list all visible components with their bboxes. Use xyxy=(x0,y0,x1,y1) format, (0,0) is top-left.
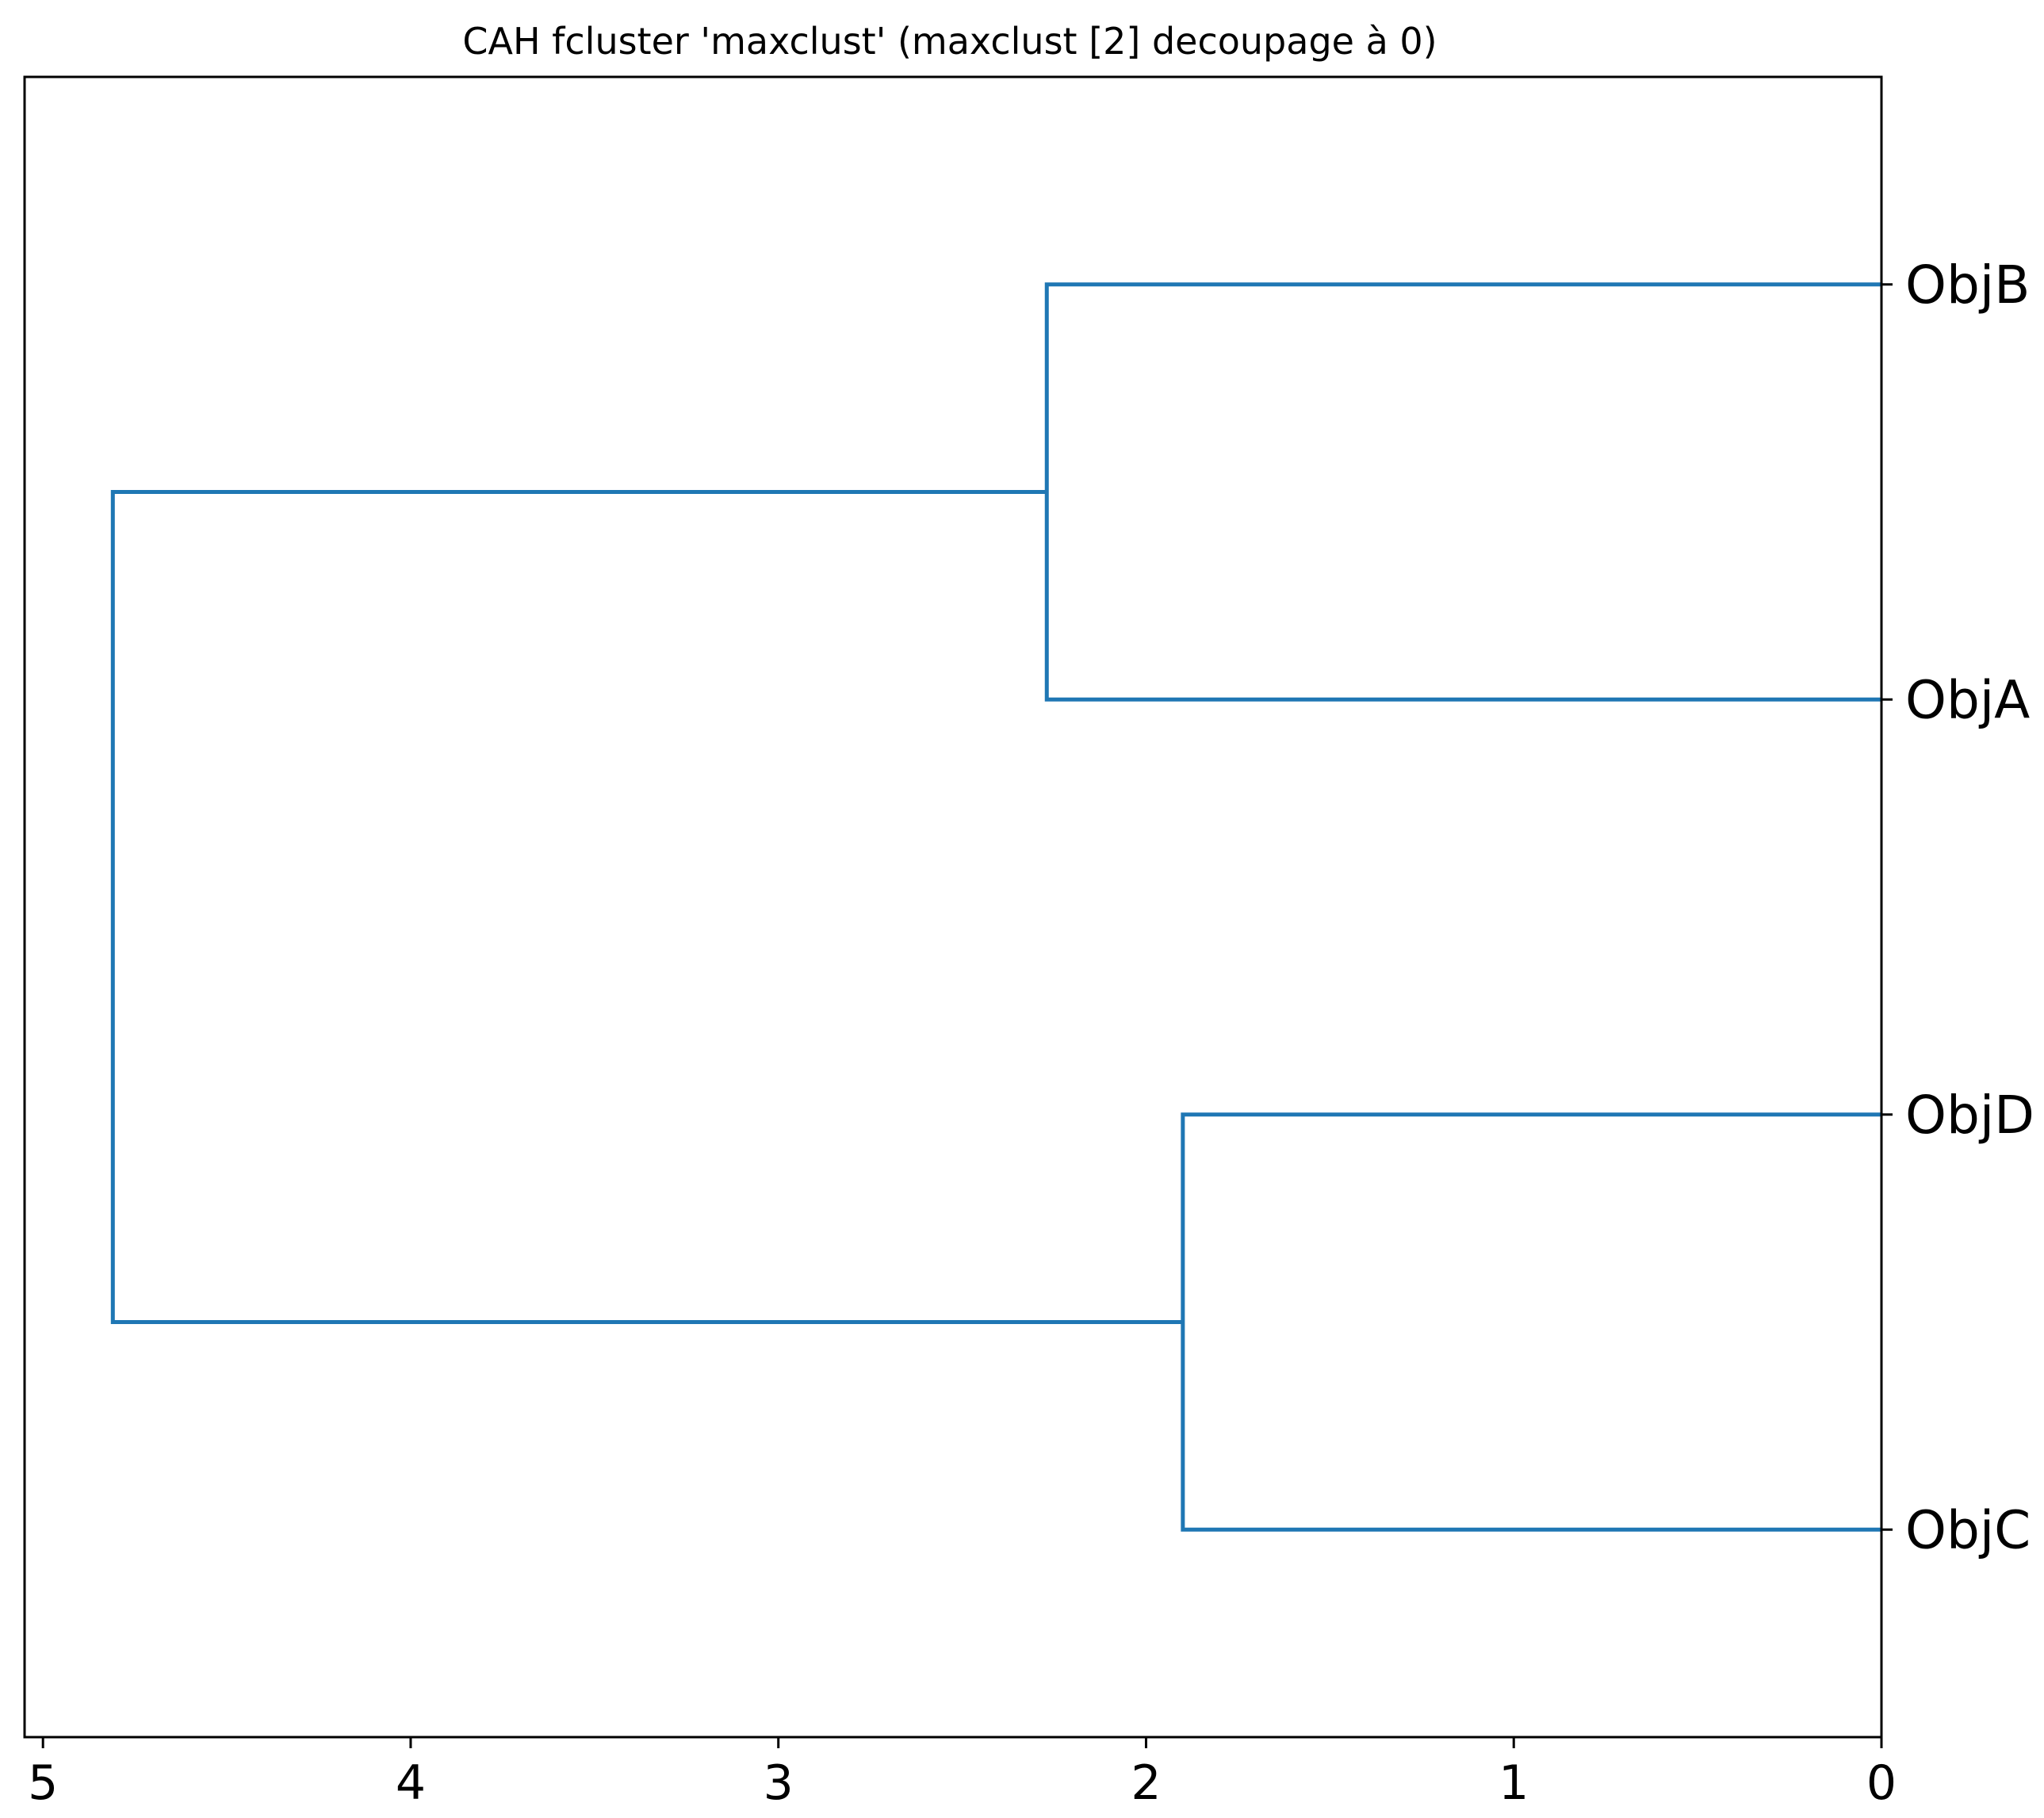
chart-title: CAH fcluster 'maxclust' (maxclust [2] de… xyxy=(462,20,1437,63)
x-tick-label: 0 xyxy=(1866,1755,1897,1811)
dendrogram-link-2 xyxy=(1181,1112,1881,1532)
dendrogram-link-1 xyxy=(1044,282,1881,702)
x-tick-label: 1 xyxy=(1499,1755,1529,1811)
leaf-labels: ObjB ObjA ObjD ObjC xyxy=(1881,255,2034,1560)
dendrogram-links xyxy=(110,282,1881,1532)
dendrogram-link-3 xyxy=(110,490,1183,1324)
leaf-label: ObjC xyxy=(1905,1499,2031,1560)
x-tick-label: 4 xyxy=(396,1755,426,1811)
x-axis-ticks: 5 4 3 2 1 0 xyxy=(28,1737,1897,1811)
leaf-label: ObjD xyxy=(1905,1085,2034,1146)
plot-frame xyxy=(23,75,1883,1739)
leaf-label: ObjA xyxy=(1905,669,2030,730)
x-tick-label: 2 xyxy=(1131,1755,1161,1811)
x-tick-label: 5 xyxy=(28,1755,58,1811)
leaf-label: ObjB xyxy=(1905,255,2030,316)
x-tick-label: 3 xyxy=(764,1755,794,1811)
